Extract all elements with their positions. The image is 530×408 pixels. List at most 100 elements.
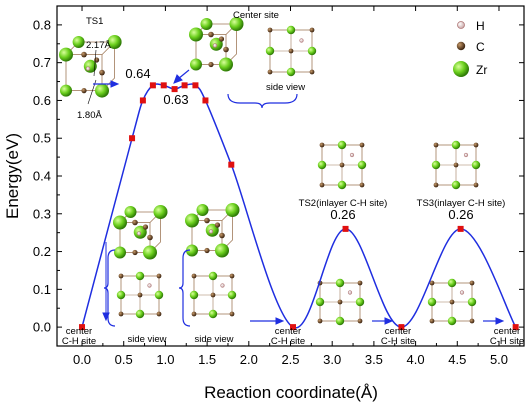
data-point — [129, 135, 136, 142]
x-tick-label: 2.5 — [281, 352, 299, 367]
c-atom — [357, 280, 363, 286]
zr-atom — [225, 203, 240, 217]
c-atom — [118, 273, 124, 279]
zr-atom — [335, 278, 345, 288]
zr-atom — [59, 47, 73, 62]
zr-atom — [337, 180, 347, 190]
zr-atom — [154, 290, 164, 300]
zr-atom — [189, 27, 203, 42]
c-atom — [433, 142, 439, 148]
c-atom — [191, 311, 197, 317]
c-atom — [339, 162, 345, 168]
x-axis-label: Reaction coordinate(Å) — [204, 383, 378, 402]
data-point — [228, 161, 235, 168]
c-atom — [156, 273, 162, 279]
c-atom — [94, 57, 100, 63]
zr-atom — [60, 84, 72, 97]
mid2-site-label-2: C-H site — [381, 336, 415, 347]
c-atom — [81, 88, 87, 94]
data-point — [160, 82, 167, 89]
c-atom — [433, 182, 439, 188]
zr-atom — [286, 25, 296, 35]
c-atom — [208, 31, 214, 38]
zr-atom — [196, 204, 209, 216]
y-tick-label: 0.4 — [33, 169, 51, 184]
c-atom — [469, 280, 475, 286]
zr-atom — [208, 271, 218, 281]
side-view-top-label: side view — [266, 82, 305, 93]
y-tick-label: 0.0 — [33, 320, 51, 335]
data-point — [139, 97, 146, 104]
c-atom — [453, 162, 459, 168]
x-axis-ticks: 0.0 0.5 1.0 1.5 2.0 2.5 3.0 3.5 4.0 4.5 5.0 — [73, 6, 521, 367]
c-atom — [337, 299, 343, 305]
h-atom — [299, 38, 304, 43]
c-atom — [267, 27, 273, 33]
zr-atom — [355, 297, 365, 307]
zr-atom — [227, 290, 237, 300]
y-tick-label: 0.2 — [33, 244, 51, 259]
ts1-length-1: 2.17Å — [86, 40, 111, 51]
c-atom — [469, 318, 475, 324]
data-point — [457, 225, 464, 232]
data-point — [342, 225, 349, 232]
bond-line — [93, 49, 97, 77]
c-atom — [319, 142, 325, 148]
c-atom — [429, 318, 435, 324]
zr-atom — [467, 297, 477, 307]
data-point — [79, 324, 86, 331]
h-atom — [349, 152, 355, 158]
zr-atom — [447, 278, 457, 288]
data-point — [171, 86, 178, 93]
zr-atom — [107, 35, 122, 49]
c-atom — [288, 48, 294, 54]
c-atom — [118, 311, 124, 317]
y-axis-label: Energy(eV) — [3, 133, 22, 219]
start-site-label-1: center — [66, 326, 92, 337]
y-axis-ticks: 0.0 0.1 0.2 0.3 0.4 0.5 0.6 0.7 0.8 — [33, 5, 524, 335]
zr-atom — [451, 180, 461, 190]
x-tick-label: 1.5 — [198, 352, 216, 367]
data-point — [512, 324, 519, 331]
c-atom — [99, 69, 105, 76]
legend-h-label: H — [476, 19, 485, 33]
zr-atom — [189, 290, 199, 300]
data-point — [290, 324, 297, 331]
c-atom — [473, 142, 479, 148]
zr-atom — [135, 271, 145, 281]
zr-atom — [135, 309, 145, 319]
zr-atom — [219, 57, 233, 72]
zr-atom — [337, 140, 347, 150]
c-atom — [309, 27, 315, 33]
data-point — [202, 97, 209, 104]
c-atom — [156, 311, 162, 317]
data-point — [192, 82, 199, 89]
ts2-label: TS2(inlayer C-H site) — [299, 198, 388, 209]
c-atom — [429, 280, 435, 286]
c-atom — [147, 234, 153, 241]
ts3-value: 0.26 — [448, 207, 473, 222]
zr-atom — [143, 245, 157, 260]
zr-atom — [200, 18, 213, 30]
c-atom — [208, 61, 214, 68]
zr-atom — [286, 67, 296, 77]
c-atom — [267, 69, 273, 75]
end-site-label-1: center — [494, 326, 520, 337]
ts2-value: 0.26 — [330, 207, 355, 222]
c-atom — [132, 219, 138, 226]
zr-atom — [451, 140, 461, 150]
zr-atom — [215, 243, 229, 258]
data-point — [149, 82, 156, 89]
zr-atom — [185, 213, 199, 228]
c-atom — [191, 273, 197, 279]
y-tick-label: 0.7 — [33, 55, 51, 70]
c-atom — [473, 182, 479, 188]
c-atom — [204, 217, 210, 224]
data-markers — [79, 82, 519, 331]
x-tick-label: 0.5 — [115, 352, 133, 367]
end-site-label-2: C-H site — [490, 336, 524, 347]
c-atom — [210, 292, 216, 298]
mid-site-label-1: center — [275, 326, 301, 337]
c-atom — [214, 222, 221, 228]
